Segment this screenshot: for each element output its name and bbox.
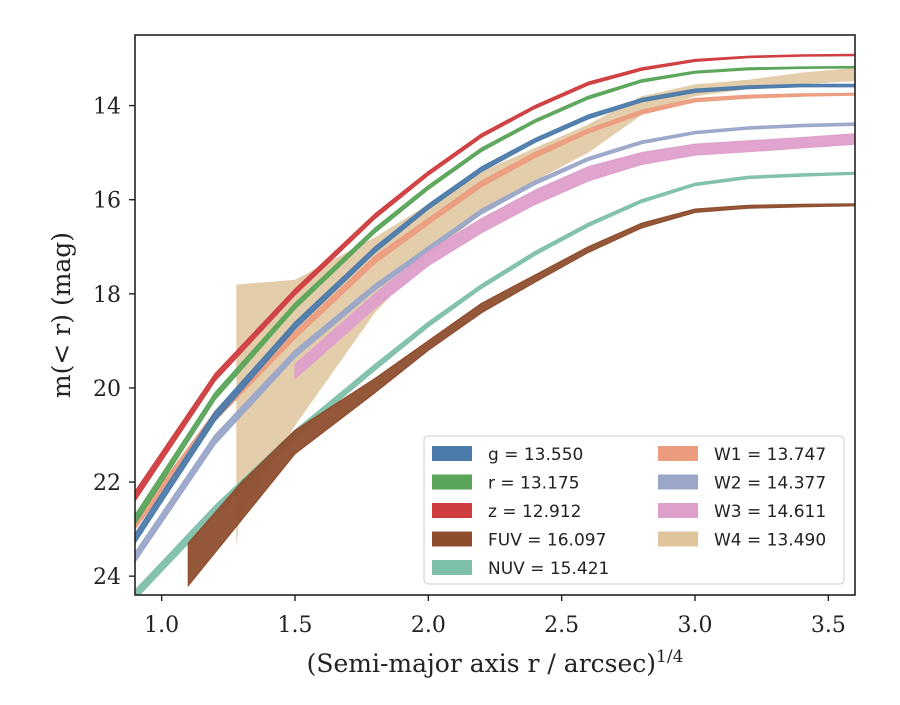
y-axis-title: m(< r) (mag) <box>47 232 76 398</box>
legend-swatch <box>658 503 698 518</box>
series-band-fuv <box>187 203 855 588</box>
x-tick-label: 1.5 <box>278 613 313 638</box>
legend-item-w1: W1 = 13.747 <box>658 445 826 465</box>
series-band-w1 <box>135 92 855 531</box>
legend-item-w4: W4 = 13.490 <box>658 531 826 551</box>
legend-item-fuv: FUV = 16.097 <box>432 531 606 551</box>
legend-box <box>423 435 845 585</box>
legend-item-w2: W2 = 14.377 <box>658 474 826 494</box>
y-tick-label: 20 <box>93 377 121 402</box>
y-tick-label: 16 <box>93 189 121 214</box>
y-tick-label: 24 <box>93 565 121 590</box>
legend-item-z: z = 12.912 <box>432 502 581 522</box>
x-axis-title: (Semi-major axis r / arcsec)1/4 <box>307 647 684 678</box>
y-tick-label: 18 <box>93 283 121 308</box>
legend-item-nuv: NUV = 15.421 <box>432 559 609 579</box>
series-band-g <box>135 83 855 545</box>
series-band-r <box>135 65 855 526</box>
x-tick-label: 1.0 <box>144 613 179 638</box>
series-band-z <box>135 53 855 502</box>
legend-swatch <box>432 560 472 575</box>
legend-item-w3: W3 = 14.611 <box>658 502 826 522</box>
x-tick-label: 2.0 <box>411 613 446 638</box>
legend-label: W2 = 14.377 <box>714 474 826 494</box>
legend-label: W3 = 14.611 <box>714 502 826 522</box>
legend: g = 13.550 r = 13.175 z = 12.912 FUV = 16.0… <box>423 435 845 585</box>
x-tick-label: 2.5 <box>544 613 579 638</box>
series-band-w2 <box>135 122 855 564</box>
legend-swatch <box>432 503 472 518</box>
legend-label: FUV = 16.097 <box>488 531 606 551</box>
legend-swatch <box>432 531 472 547</box>
x-axis: 1.0 1.5 2.0 2.5 3.0 3.5 <box>144 595 846 638</box>
legend-label: g = 13.550 <box>488 445 583 465</box>
x-axis-title-sup: 1/4 <box>656 647 683 667</box>
legend-swatch <box>432 474 472 490</box>
legend-label: W4 = 13.490 <box>714 531 826 551</box>
legend-label: r = 13.175 <box>488 474 580 494</box>
y-tick-label: 14 <box>93 95 121 120</box>
legend-swatch <box>658 531 698 547</box>
x-axis-title-main: (Semi-major axis r / arcsec) <box>307 649 656 678</box>
legend-label: W1 = 13.747 <box>714 445 826 465</box>
series-band-w3 <box>294 133 855 380</box>
legend-item-g: g = 13.550 <box>432 445 583 465</box>
legend-swatch <box>658 474 698 490</box>
legend-swatch <box>432 446 472 461</box>
legend-item-r: r = 13.175 <box>432 474 580 494</box>
legend-swatch <box>658 446 698 461</box>
legend-label: NUV = 15.421 <box>488 559 609 579</box>
plot-area <box>135 53 855 595</box>
x-tick-label: 3.0 <box>678 613 713 638</box>
y-tick-label: 22 <box>93 471 121 496</box>
y-axis: 14 16 18 20 22 24 <box>93 95 135 590</box>
x-tick-label: 3.5 <box>811 613 846 638</box>
series-band-nuv <box>135 171 855 595</box>
legend-label: z = 12.912 <box>488 502 581 522</box>
plot-frame <box>134 34 856 596</box>
